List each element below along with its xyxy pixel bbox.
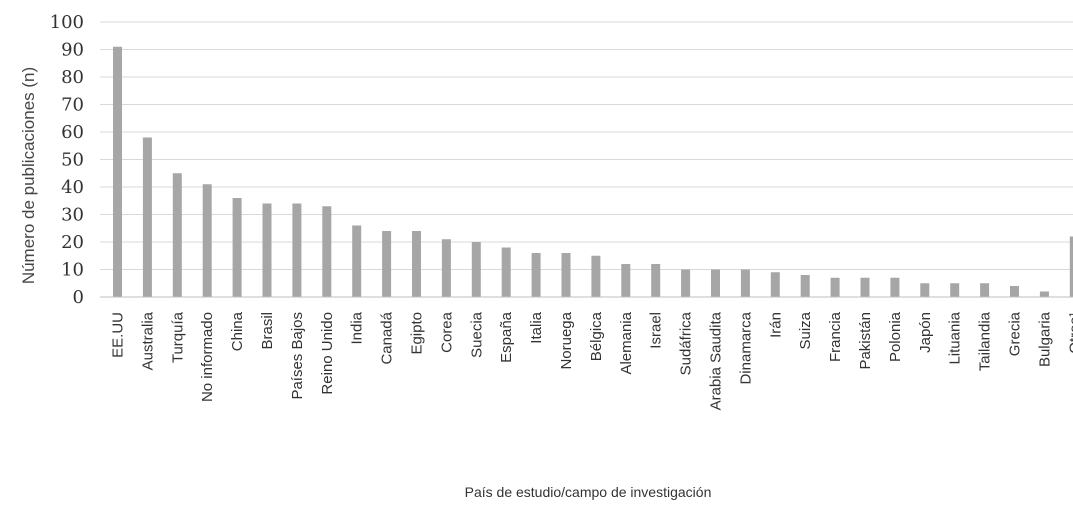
y-tick-label: 100: [50, 12, 84, 33]
x-tick-label: Alemania: [618, 311, 635, 374]
x-tick-label: Países Bajos: [289, 312, 306, 400]
bar: [471, 242, 481, 297]
y-axis-ticks: 0 10 20 30 40 50 60 70 80 90 100: [50, 12, 84, 308]
x-tick-label: Dinamarca: [737, 311, 754, 384]
x-tick-label: Israel: [648, 312, 665, 349]
y-tick-label: 80: [61, 67, 84, 88]
x-tick-label: Bélgica: [588, 311, 605, 361]
bar: [412, 231, 421, 297]
bar: [800, 275, 810, 297]
y-axis-title: Número de publicaciones (n): [19, 67, 38, 284]
x-tick-label: Corea: [438, 311, 455, 353]
bar: [292, 203, 302, 297]
x-tick-label: Francia: [827, 311, 844, 362]
x-tick-label: Irán: [767, 312, 784, 338]
x-tick-label: Grecia: [1007, 311, 1024, 356]
bar: [591, 255, 601, 297]
x-tick-label: Suecia: [468, 311, 485, 358]
x-tick-label: EE.UU: [110, 312, 127, 358]
bar: [890, 277, 900, 297]
x-tick-label: Japón: [917, 312, 934, 353]
y-tick-label: 20: [61, 232, 84, 253]
bar: [202, 184, 212, 297]
y-tick-label: 70: [61, 95, 84, 116]
bar: [561, 253, 571, 297]
bar: [950, 283, 960, 297]
bar: [262, 203, 272, 297]
x-tick-label: Turquía: [169, 311, 186, 363]
x-tick-label: Australia: [139, 311, 156, 370]
bar: [322, 206, 332, 297]
x-tick-label: Bulgaria: [1036, 311, 1053, 367]
bar: [232, 198, 242, 297]
bar: [980, 283, 990, 297]
bar: [352, 225, 362, 297]
y-tick-label: 40: [61, 177, 84, 198]
x-tick-label: Reino Unido: [319, 312, 336, 395]
x-tick-label: España: [498, 311, 515, 363]
bar: [172, 173, 182, 297]
x-tick-label: Arabia Saudita: [708, 311, 725, 410]
bar: [441, 239, 451, 297]
bar: [681, 269, 691, 297]
x-tick-label: No informado: [199, 312, 216, 402]
x-tick-label: Egipto: [409, 312, 426, 355]
bar: [830, 277, 840, 297]
x-tick-label: Tailandia: [977, 311, 994, 371]
bar: [651, 264, 661, 297]
bar: [860, 277, 870, 297]
y-tick-label: 50: [61, 150, 84, 171]
x-tick-label: Noruega: [558, 311, 575, 369]
y-tick-label: 30: [61, 205, 84, 226]
bar: [382, 231, 392, 297]
bar: [1069, 236, 1073, 297]
x-tick-label: Italia: [528, 311, 545, 343]
x-tick-label: Polonia: [887, 311, 904, 362]
bar: [740, 269, 750, 297]
y-tick-label: 0: [73, 287, 84, 308]
x-tick-label: Lituania: [947, 311, 964, 364]
x-tick-label: Brasil: [259, 312, 276, 350]
gridlines: [100, 21, 1073, 270]
x-tick-label: India: [349, 311, 366, 344]
bar: [920, 283, 930, 297]
x-tick-label: China: [229, 311, 246, 351]
bar: [1010, 286, 1019, 297]
x-tick-label: Canadá: [379, 311, 396, 364]
bar: [1039, 291, 1049, 297]
bar: [113, 46, 122, 297]
bar: [770, 272, 780, 297]
y-tick-label: 90: [61, 40, 84, 61]
x-tick-label: Suiza: [797, 311, 814, 349]
x-axis-title: País de estudio/campo de investigación: [465, 484, 712, 500]
bar: [531, 253, 541, 297]
bar: [501, 247, 511, 297]
bar: [142, 137, 152, 297]
y-tick-label: 60: [61, 122, 84, 143]
bars: [113, 46, 1073, 297]
x-tick-label: Otros¹: [1066, 312, 1073, 354]
x-tick-label: Pakistán: [857, 312, 874, 370]
y-tick-label: 10: [61, 260, 84, 281]
x-axis-category-labels: EE.UU Australia Turquía No informado China Br…: [110, 311, 1073, 410]
bar: [621, 264, 631, 297]
x-tick-label: Sudáfrica: [678, 311, 695, 375]
bar: [711, 269, 720, 297]
